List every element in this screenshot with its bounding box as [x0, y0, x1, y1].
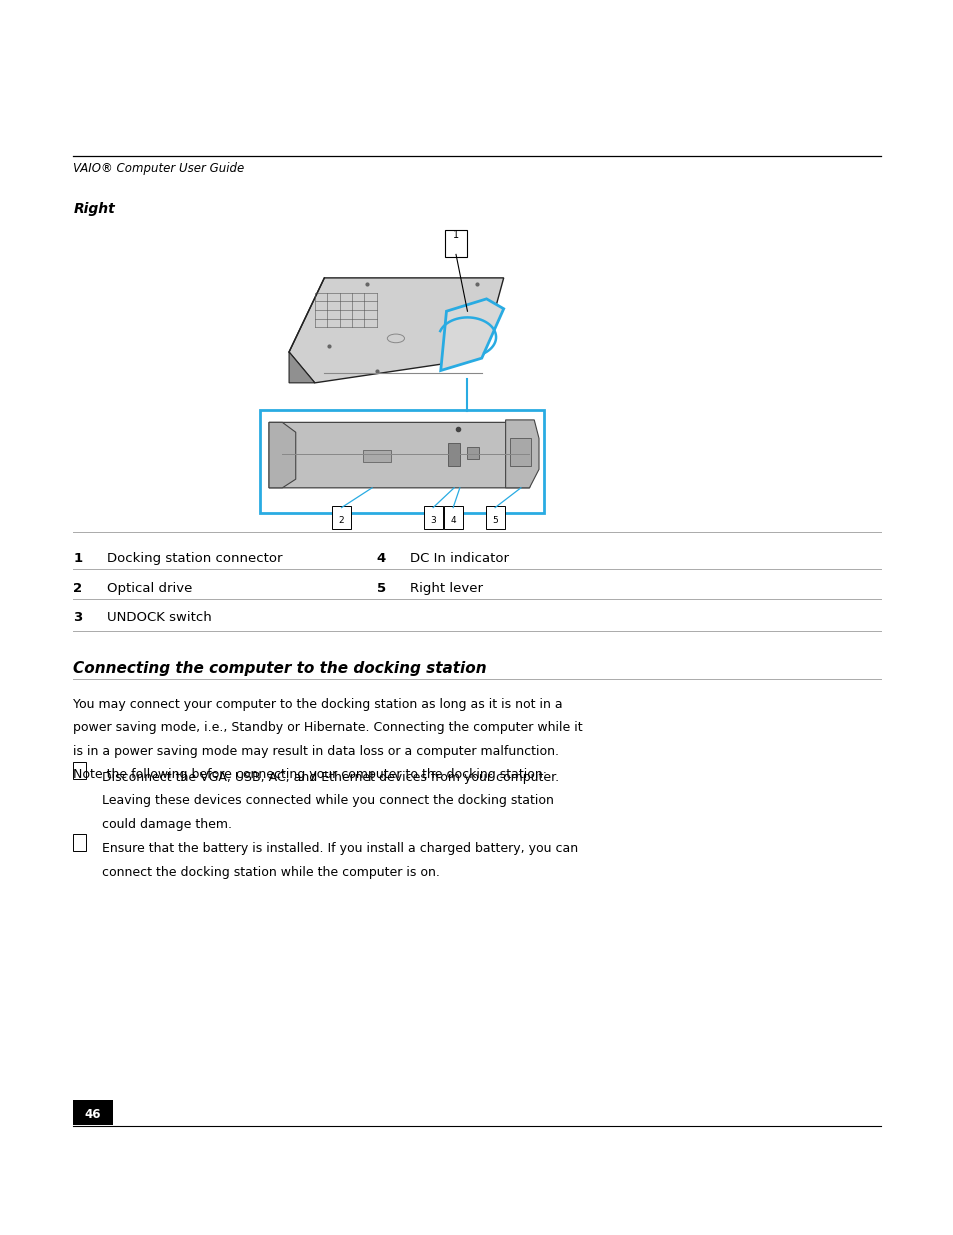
Text: 3: 3	[430, 516, 436, 525]
Text: You may connect your computer to the docking station as long as it is not in a: You may connect your computer to the doc…	[73, 698, 562, 711]
FancyBboxPatch shape	[443, 506, 462, 529]
Polygon shape	[440, 299, 503, 370]
Text: could damage them.: could damage them.	[102, 818, 232, 831]
Bar	[448, 443, 459, 466]
Text: 5: 5	[376, 582, 386, 595]
Text: 2: 2	[73, 582, 83, 595]
Text: DC In indicator: DC In indicator	[410, 552, 509, 566]
Text: 1: 1	[73, 552, 83, 566]
Text: 3: 3	[73, 611, 83, 625]
Text: Ensure that the battery is installed. If you install a charged battery, you can: Ensure that the battery is installed. If…	[102, 842, 578, 856]
Text: Optical drive: Optical drive	[107, 582, 192, 595]
Text: Docking station connector: Docking station connector	[107, 552, 282, 566]
FancyBboxPatch shape	[444, 230, 467, 257]
Text: 5: 5	[492, 516, 497, 525]
Text: is in a power saving mode may result in data loss or a computer malfunction.: is in a power saving mode may result in …	[73, 745, 558, 758]
Bar	[467, 447, 478, 459]
Text: 46: 46	[84, 1108, 101, 1121]
Bar	[362, 450, 391, 462]
FancyBboxPatch shape	[72, 1100, 112, 1125]
Bar	[510, 438, 531, 466]
FancyBboxPatch shape	[260, 410, 543, 513]
FancyBboxPatch shape	[72, 762, 86, 779]
Text: power saving mode, i.e., Standby or Hibernate. Connecting the computer while it: power saving mode, i.e., Standby or Hibe…	[73, 721, 582, 735]
Text: VAIO® Computer User Guide: VAIO® Computer User Guide	[73, 162, 245, 175]
FancyBboxPatch shape	[72, 834, 86, 851]
Text: connect the docking station while the computer is on.: connect the docking station while the co…	[102, 866, 439, 879]
Polygon shape	[289, 352, 314, 383]
Text: UNDOCK switch: UNDOCK switch	[107, 611, 212, 625]
Text: Right: Right	[73, 203, 115, 216]
Text: Disconnect the VGA, USB, AC, and Ethernet devices from your computer.: Disconnect the VGA, USB, AC, and Etherne…	[102, 771, 558, 784]
Text: 2: 2	[338, 516, 344, 525]
Text: Connecting the computer to the docking station: Connecting the computer to the docking s…	[73, 661, 487, 676]
Text: 4: 4	[376, 552, 386, 566]
Polygon shape	[289, 278, 503, 383]
Text: 1: 1	[453, 230, 458, 240]
Text: 4: 4	[450, 516, 456, 525]
Polygon shape	[505, 420, 538, 488]
FancyBboxPatch shape	[332, 506, 351, 529]
Text: Right lever: Right lever	[410, 582, 483, 595]
Polygon shape	[269, 422, 534, 488]
Text: Leaving these devices connected while you connect the docking station: Leaving these devices connected while yo…	[102, 794, 554, 808]
FancyBboxPatch shape	[423, 506, 442, 529]
Text: Note the following before connecting your computer to the docking station:: Note the following before connecting you…	[73, 768, 547, 782]
FancyBboxPatch shape	[485, 506, 504, 529]
Polygon shape	[269, 422, 295, 488]
